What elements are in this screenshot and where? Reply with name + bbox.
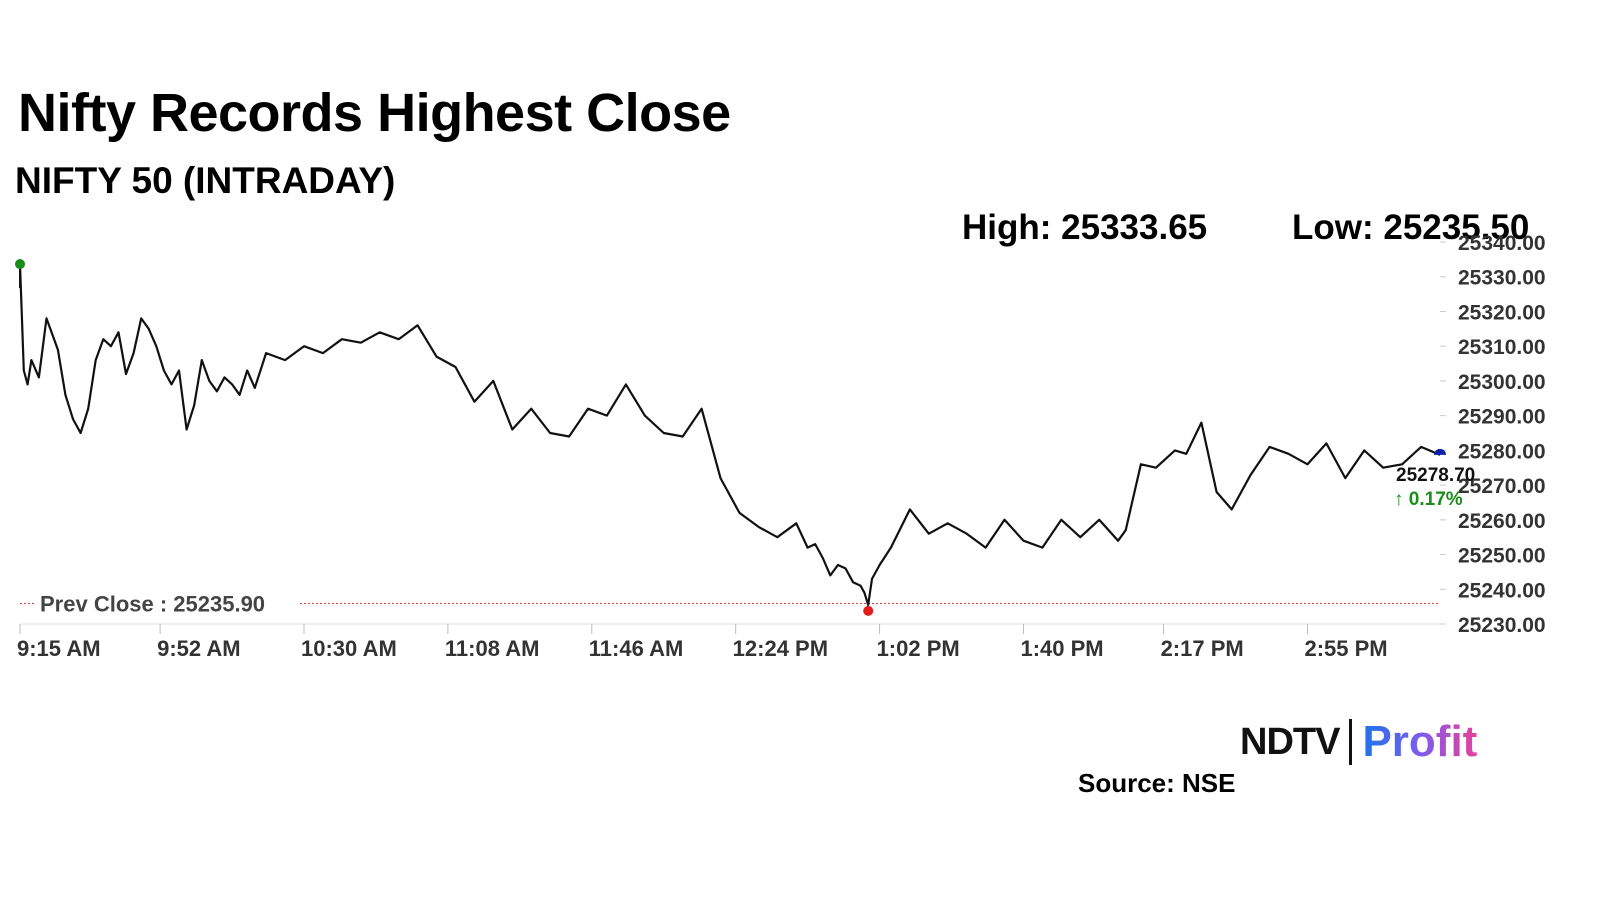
low-stat: Low: 25235.50 [1292,208,1530,247]
logo-ndtv-text: NDTV [1240,720,1340,763]
x-tick-label: 2:17 PM [1161,636,1244,661]
prev-close-label-bg [34,591,298,616]
x-tick-label: 1:02 PM [877,636,960,661]
chart-subtitle: NIFTY 50 (INTRADAY) [15,160,396,201]
x-tick-label: 11:08 AM [445,636,540,661]
chart-title: Nifty Records Highest Close [18,83,731,143]
y-tick-label: 25290.00 [1458,406,1546,429]
price-series-line [18,264,1441,606]
prev-close-label: Prev Close : 25235.90 [40,592,265,617]
last-change-label: ↑ 0.17% [1394,489,1463,510]
y-tick-label: 25250.00 [1458,545,1546,568]
low-marker-dot [863,605,874,616]
x-tick-label: 10:30 AM [301,636,397,661]
y-tick-label: 25310.00 [1458,336,1546,359]
logo-profit-text: Profit [1362,717,1478,766]
y-tick-label: 25270.00 [1458,475,1546,498]
y-tick-label: 25340.00 [1458,232,1546,255]
y-tick-label: 25320.00 [1458,301,1546,324]
y-tick-label: 25240.00 [1458,579,1546,602]
x-tick-label: 1:40 PM [1020,636,1103,661]
high-stat: High: 25333.65 [962,208,1208,247]
y-tick-label: 25300.00 [1458,371,1546,394]
high-marker-dot [15,259,25,270]
ndtv-profit-logo: NDTV Profit [1240,714,1477,770]
x-tick-label: 9:52 AM [157,636,241,661]
x-tick-label: 2:55 PM [1304,636,1387,661]
y-tick-label: 25330.00 [1458,267,1546,290]
x-tick-label: 11:46 AM [589,636,684,661]
last-price-marker [1434,448,1446,455]
last-price-label: 25278.70 [1396,465,1475,486]
logo-divider [1349,719,1353,765]
y-tick-label: 25260.00 [1458,510,1546,533]
source-note: Source: NSE [1078,768,1236,798]
x-axis: 9:15 AM 9:52 AM 10:30 AM 11:08 AM 11:46 AM 12… [17,623,1440,661]
y-tick-label: 25230.00 [1458,614,1546,637]
y-tick-label: 25280.00 [1458,440,1546,463]
y-axis: 25340.00 25330.00 25320.00 25310.00 25300.00… [1440,232,1546,637]
x-tick-label: 12:24 PM [733,636,828,661]
x-tick-label: 9:15 AM [17,636,101,661]
